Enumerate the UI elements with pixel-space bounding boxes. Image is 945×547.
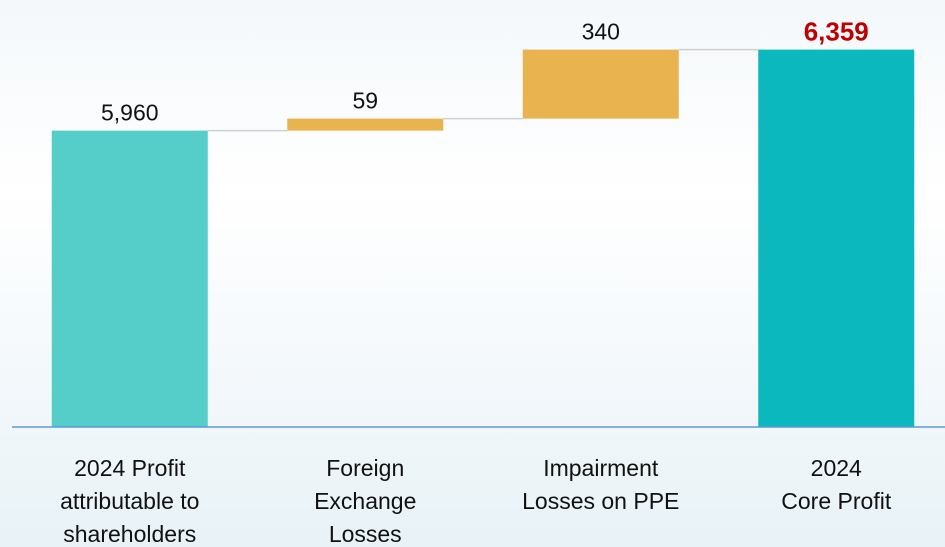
value-label: 5,960 [101,100,159,126]
value-label: 59 [352,88,378,114]
x-tick-label: Exchange [314,488,416,514]
bar [522,49,679,119]
x-tick-label: shareholders [63,521,196,547]
bar [758,49,915,428]
x-tick-label: Losses [329,521,402,547]
x-tick-label: Foreign [326,455,404,481]
x-tick-label: attributable to [60,488,199,514]
value-label: 6,359 [804,16,869,46]
bar [287,118,444,131]
x-tick-label: 2024 [811,455,862,481]
x-tick-label: Impairment [543,455,659,481]
x-tick-label: Core Profit [781,488,892,514]
x-tick-label: Losses on PPE [522,488,679,514]
x-tick-label: 2024 Profit [74,455,186,481]
bar [51,130,208,427]
value-label: 340 [582,19,620,45]
